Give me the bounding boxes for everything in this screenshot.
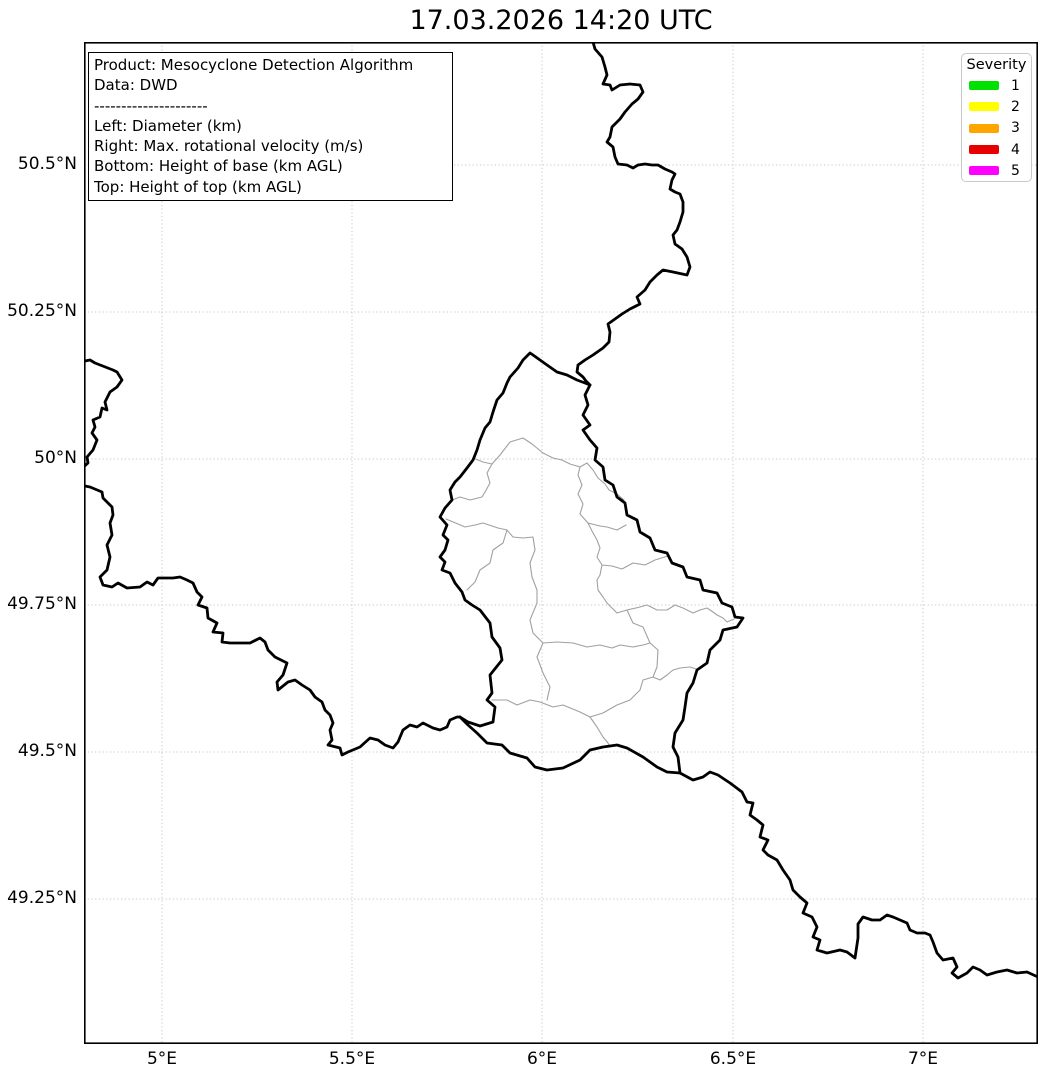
severity-4-swatch — [969, 145, 999, 155]
severity-2-swatch — [969, 102, 999, 112]
severity-label: 3 — [1011, 120, 1020, 137]
legend-item: 5 — [962, 160, 1031, 181]
severity-label: 4 — [1011, 141, 1020, 158]
y-tick-label: 50.25°N — [7, 301, 77, 321]
legend-item: 2 — [962, 96, 1031, 117]
info-line-bottom: Bottom: Height of base (km AGL) — [94, 157, 343, 176]
grid-lines — [84, 42, 1038, 1044]
info-line-separator: --------------------- — [94, 96, 208, 115]
legend-item: 1 — [962, 75, 1031, 96]
legend-item: 4 — [962, 139, 1031, 160]
y-tick-label: 50.5°N — [17, 154, 77, 174]
info-line-data: Data: DWD — [94, 76, 178, 95]
y-tick-label: 49.25°N — [7, 888, 77, 908]
info-line-right: Right: Max. rotational velocity (m/s) — [94, 137, 364, 156]
country-borders-path — [84, 42, 1038, 980]
severity-5-swatch — [969, 166, 999, 176]
info-line-top: Top: Height of top (km AGL) — [94, 177, 302, 196]
map-frame — [84, 42, 1038, 1044]
severity-3-swatch — [969, 123, 999, 133]
map-canvas — [84, 42, 1038, 1044]
info-line-left: Left: Diameter (km) — [94, 116, 242, 135]
y-tick-label: 49.5°N — [17, 741, 77, 761]
severity-label: 2 — [1011, 98, 1020, 115]
x-tick-label: 6.5°E — [709, 1049, 757, 1069]
x-tick-label: 7°E — [907, 1049, 939, 1069]
legend-item: 3 — [962, 118, 1031, 139]
severity-label: 5 — [1011, 162, 1020, 179]
legend-title: Severity — [966, 57, 1027, 73]
x-tick-label: 5.5°E — [328, 1049, 376, 1069]
info-box: Product: Mesocyclone Detection Algorithm… — [88, 52, 453, 201]
severity-1-swatch — [969, 81, 999, 91]
y-tick-label: 49.75°N — [7, 594, 77, 614]
severity-legend: Severity 1 2 3 4 5 — [961, 53, 1032, 182]
x-tick-label: 6°E — [526, 1049, 558, 1069]
luxembourg-border-path — [438, 351, 745, 775]
y-tick-label: 50°N — [34, 448, 77, 468]
x-tick-label: 5°E — [146, 1049, 178, 1069]
timestamp-title: 17.03.2026 14:20 UTC — [409, 5, 713, 36]
canton-borders-path — [445, 437, 735, 748]
info-line-product: Product: Mesocyclone Detection Algorithm — [94, 56, 414, 74]
severity-label: 1 — [1011, 77, 1020, 94]
